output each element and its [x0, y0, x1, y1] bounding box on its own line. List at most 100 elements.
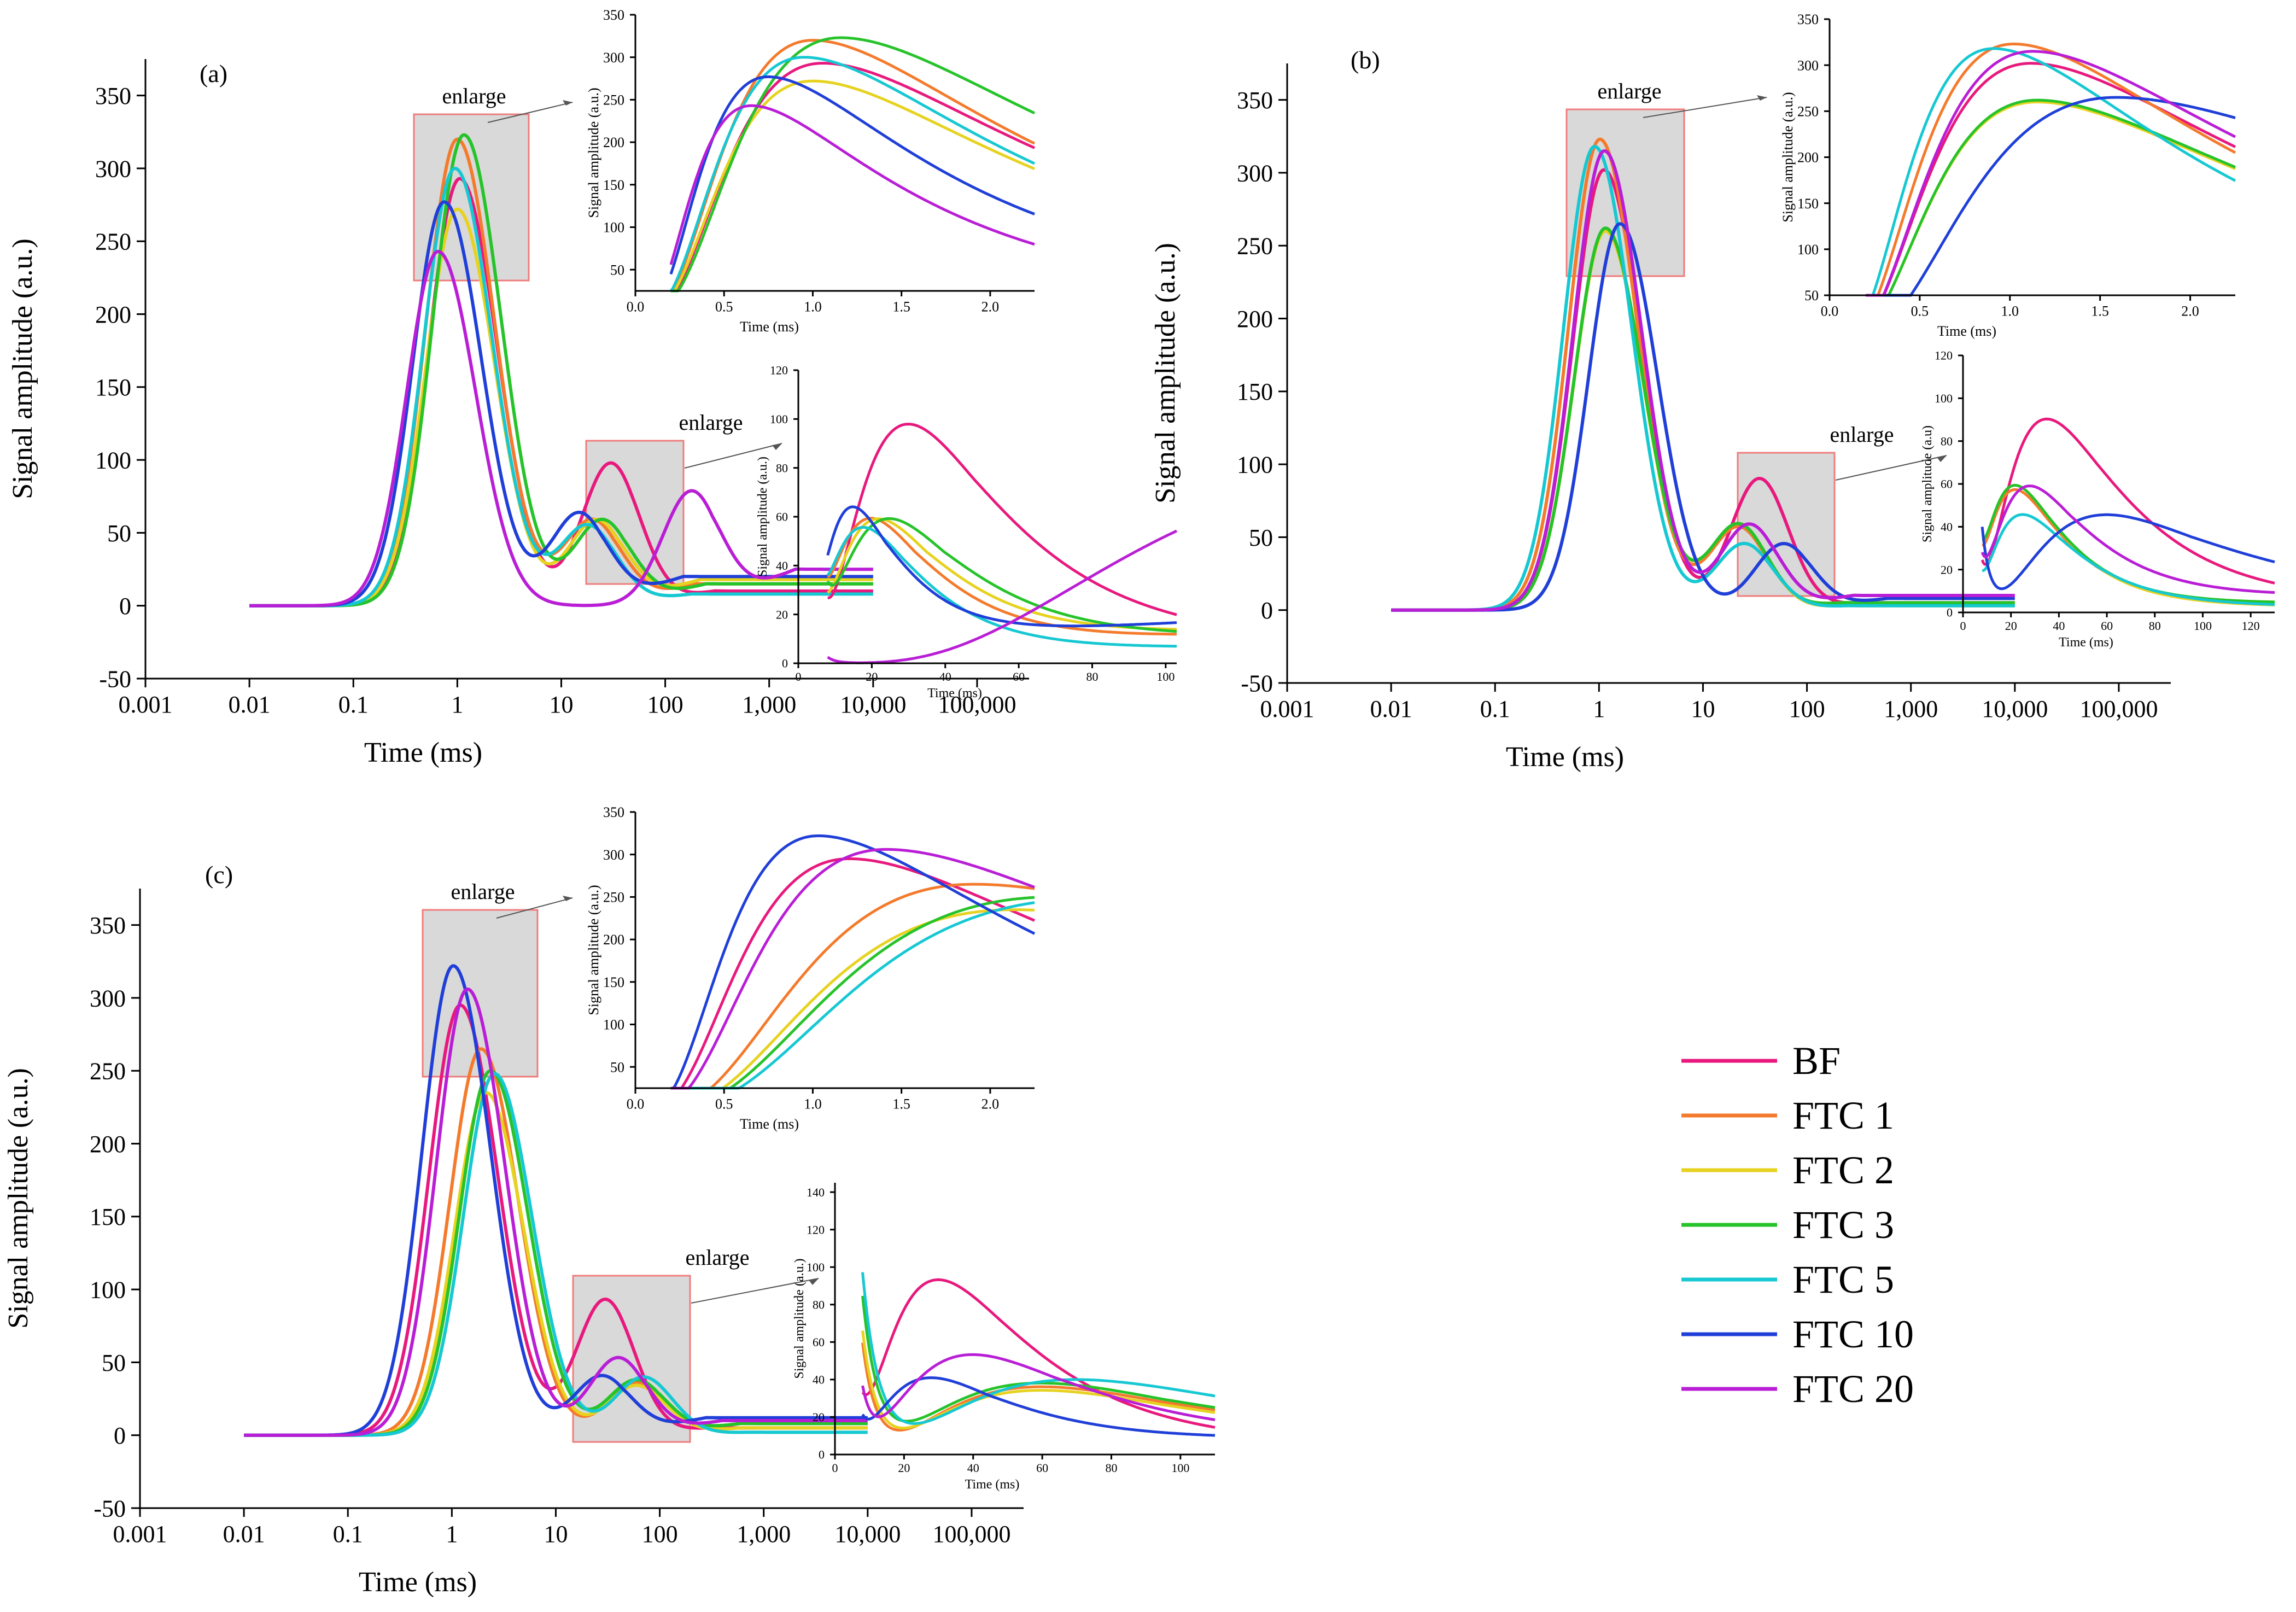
enlarge-label-2: enlarge: [679, 410, 743, 435]
inset-bump-line-ftc-1: [827, 517, 1177, 636]
main-x-tick-label: 0.01: [229, 691, 271, 718]
inset-peak-x-tick-label: 0.0: [1821, 303, 1839, 319]
main-x-tick-label: 1,000: [737, 1521, 791, 1547]
inset-peak-line-ftc-3: [670, 36, 1036, 293]
inset-bump-x-tick-label: 0: [1960, 619, 1966, 633]
inset-bump: 0 20 40 60 80 100 120 0 20 40 60 80 100 120 Time (ms) S…: [1920, 349, 2275, 650]
series-line-ftc-3: [1391, 226, 2015, 612]
inset-peak-line-ftc-20: [669, 104, 1035, 265]
inset-peak-line-ftc-5: [1866, 47, 2236, 297]
inset-bump-y-title: Signal amplitude (a.u): [1920, 425, 1935, 542]
inset-bump-x-tick-label: 120: [2242, 619, 2260, 633]
inset-peak-y-tick-label: 50: [610, 1059, 624, 1075]
main-y-tick-label: 100: [95, 447, 131, 474]
inset-bump-y-tick-label: 20: [776, 608, 788, 621]
inset-bump-y-tick-label: 80: [776, 461, 788, 475]
main-y-tick-label: 350: [95, 83, 131, 109]
inset-bump-x-title: Time (ms): [927, 686, 982, 700]
inset-bump-x-tick-label: 40: [967, 1461, 979, 1475]
enlarge-arrow-2: [684, 443, 782, 469]
main-y-tick-label: 150: [95, 374, 131, 401]
inset-peak-y-tick-label: 150: [1797, 196, 1819, 212]
inset-bump-y-tick-label: 40: [776, 559, 788, 573]
inset-bump-y-tick-label: 140: [807, 1185, 825, 1199]
main-x-tick-label: 1,000: [1884, 696, 1938, 722]
inset-peak-y-title: Signal amplitude (a.u.): [586, 885, 601, 1015]
inset-bump-x-tick-label: 80: [2149, 619, 2161, 633]
main-x-tick-label: 100: [642, 1521, 678, 1547]
inset-bump-y-tick-label: 120: [770, 364, 788, 377]
inset-bump-x-tick-label: 60: [2101, 619, 2113, 633]
legend: BF FTC 1 FTC 2 FTC 3 FTC 5 FTC 10 FTC 20: [1681, 1039, 1914, 1411]
legend-label-ftc-20: FTC 20: [1792, 1367, 1914, 1411]
inset-bump-y-tick-label: 120: [1935, 349, 1953, 363]
enlarge-arrow-2: [691, 1278, 819, 1304]
inset-bump-y-tick-label: 20: [813, 1410, 825, 1424]
inset-peak-x-tick-label: 2.0: [982, 1096, 1000, 1112]
main-x-tick-label: 0.001: [113, 1521, 167, 1547]
enlarge-label-1: enlarge: [1598, 79, 1662, 103]
inset-peak-y-tick-label: 200: [603, 932, 624, 948]
inset-peak-x-tick-label: 1.0: [804, 1096, 822, 1112]
inset-peak: 0.0 0.5 1.0 1.5 2.0 50 100 150 200 250 300 350 Time …: [586, 7, 1036, 335]
main-y-tick-label: 50: [107, 520, 131, 547]
main-y-tick-label: 50: [102, 1350, 126, 1376]
series-line-ftc-10: [243, 964, 868, 1437]
x-axis-title: Time (ms): [359, 1567, 477, 1598]
inset-bump-x-tick-label: 20: [2005, 619, 2017, 633]
main-y-tick-label: 0: [119, 593, 131, 620]
enlarge-label-2: enlarge: [686, 1245, 750, 1270]
inset-bump-y-tick-label: 40: [813, 1373, 825, 1387]
main-y-tick-label: 0: [114, 1422, 126, 1449]
inset-peak-x-tick-label: 1.5: [892, 299, 910, 314]
enlarge-arrow-1: [1643, 97, 1767, 118]
inset-bump-y-tick-label: 100: [807, 1260, 825, 1274]
main-x-tick-label: 10,000: [840, 691, 906, 718]
main-y-tick-label: 100: [1237, 452, 1273, 478]
inset-bump-y-tick-label: 0: [819, 1448, 825, 1462]
inset-peak-y-tick-label: 350: [603, 7, 624, 23]
inset-peak-x-tick-label: 1.5: [2091, 303, 2109, 319]
inset-peak-x-tick-label: 0.5: [715, 1096, 733, 1112]
inset-bump-line-ftc-20: [1980, 484, 2275, 594]
main-x-tick-label: 0.1: [333, 1521, 363, 1547]
main-x-tick-label: 10: [1691, 696, 1715, 722]
inset-bump-line-ftc-2: [1982, 484, 2275, 606]
main-x-tick-label: 10: [544, 1521, 568, 1547]
inset-peak-line-ftc-10: [669, 75, 1035, 275]
inset-peak-line-ftc-10: [670, 834, 1036, 1090]
y-axis-title: Signal amplitude (a.u.): [7, 238, 38, 499]
main-x-tick-label: 0.1: [338, 691, 369, 718]
main-y-tick-label: -50: [1241, 670, 1273, 697]
y-axis-title: Signal amplitude (a.u.): [1150, 243, 1181, 504]
inset-bump-x-tick-label: 0: [796, 670, 802, 684]
legend-label-ftc-2: FTC 2: [1792, 1148, 1894, 1192]
inset-peak-y-tick-label: 100: [603, 1017, 624, 1033]
main-y-tick-label: 200: [95, 301, 131, 328]
legend-label-ftc-5: FTC 5: [1792, 1258, 1894, 1301]
inset-peak-y-tick-label: 100: [603, 220, 624, 236]
inset-peak: 0.0 0.5 1.0 1.5 2.0 50 100 150 200 250 300 350 Time …: [1780, 11, 2236, 339]
inset-peak-line-ftc-2: [670, 79, 1036, 293]
main-y-tick-label: 250: [95, 229, 131, 255]
enlarge-box-2: [585, 440, 685, 585]
main-y-tick-label: 150: [90, 1204, 126, 1230]
inset-peak: 0.0 0.5 1.0 1.5 2.0 50 100 150 200 250 300 350 Time …: [586, 804, 1036, 1132]
inset-bump-y-title: Signal amplitude (a.u.): [792, 1259, 807, 1379]
inset-peak-x-tick-label: 2.0: [2181, 303, 2199, 319]
inset-peak-y-tick-label: 150: [603, 177, 624, 193]
inset-peak-y-tick-label: 300: [1797, 57, 1819, 73]
inset-bump-y-tick-label: 80: [813, 1298, 825, 1311]
inset-peak-x-tick-label: 1.0: [2001, 303, 2019, 319]
main-y-tick-label: 350: [1237, 87, 1273, 114]
panel-a: 0.001 0.01 0.1 1 10 100 1,000 10,000 100,000 -50 0…: [7, 7, 1178, 768]
inset-bump-x-tick-label: 40: [939, 670, 951, 684]
inset-peak-line-ftc-20: [1866, 50, 2236, 297]
inset-bump-y-tick-label: 120: [807, 1223, 825, 1236]
inset-peak-line-ftc-1: [670, 39, 1036, 293]
inset-bump-y-tick-label: 40: [1941, 520, 1953, 534]
inset-peak-y-tick-label: 300: [603, 847, 624, 863]
series-line-bf: [1391, 168, 2015, 612]
panel-c: 0.001 0.01 0.1 1 10 100 1,000 10,000 100,000 -50 0…: [3, 804, 1216, 1598]
